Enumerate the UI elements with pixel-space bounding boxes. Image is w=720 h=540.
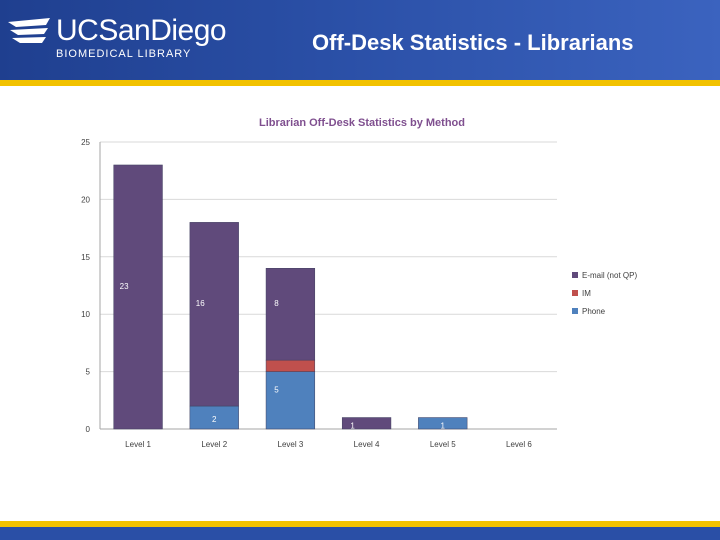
bar-segment: [265, 371, 316, 430]
bar-segment: [265, 359, 316, 372]
legend-swatch: [572, 290, 578, 296]
bar-chart: Librarian Off-Desk Statistics by Method …: [81, 117, 637, 449]
bar-segment: [189, 222, 239, 407]
legend: E-mail (not QP) IM Phone: [572, 271, 637, 316]
data-label: 23: [120, 282, 129, 291]
trident-logo-icon: [8, 18, 50, 43]
legend-swatch: [572, 272, 578, 278]
legend-label: IM: [582, 289, 591, 298]
y-tick-label: 20: [81, 195, 90, 204]
bars: [113, 164, 468, 430]
y-axis-ticks: 0 5 10 15 20 25: [81, 138, 90, 434]
footer-accent-line: [0, 521, 720, 527]
header-accent-line: [0, 80, 720, 86]
x-tick-label: Level 3: [278, 440, 304, 449]
data-label: 2: [212, 415, 217, 424]
logo-subtitle: BIOMEDICAL LIBRARY: [56, 48, 192, 60]
x-tick-label: Level 1: [125, 440, 151, 449]
x-tick-label: Level 2: [201, 440, 227, 449]
y-tick-label: 5: [86, 368, 91, 377]
data-label: 5: [274, 385, 279, 394]
gridlines: [99, 141, 557, 430]
slide-title: Off-Desk Statistics - Librarians: [312, 30, 634, 55]
data-labels: 23 16 2 8 5 1 1: [120, 282, 446, 430]
data-label: 16: [196, 299, 205, 308]
legend-label: Phone: [582, 307, 606, 316]
x-tick-label: Level 6: [506, 440, 532, 449]
slide-header: UCSanDiego BIOMEDICAL LIBRARY Off-Desk S…: [0, 0, 720, 80]
y-tick-label: 10: [81, 310, 90, 319]
y-tick-label: 0: [86, 425, 91, 434]
slide-footer: [0, 527, 720, 540]
bar-segment: [418, 417, 468, 430]
data-label: 8: [274, 299, 279, 308]
x-axis-ticks: Level 1 Level 2 Level 3 Level 4 Level 5 Level…: [125, 440, 532, 449]
chart-container: Librarian Off-Desk Statistics by Method …: [60, 104, 656, 464]
legend-label: E-mail (not QP): [582, 271, 637, 280]
x-tick-label: Level 5: [430, 440, 456, 449]
chart-title: Librarian Off-Desk Statistics by Method: [259, 117, 465, 129]
legend-swatch: [572, 308, 578, 314]
data-label: 1: [350, 421, 355, 430]
bar-segment: [341, 417, 392, 430]
bar-segment: [113, 164, 163, 430]
x-tick-label: Level 4: [354, 440, 380, 449]
logo-wordmark: UCSanDiego: [56, 14, 227, 47]
y-tick-label: 15: [81, 253, 90, 262]
y-tick-label: 25: [81, 138, 90, 147]
data-label: 1: [441, 421, 446, 430]
bar-segment: [265, 268, 316, 361]
